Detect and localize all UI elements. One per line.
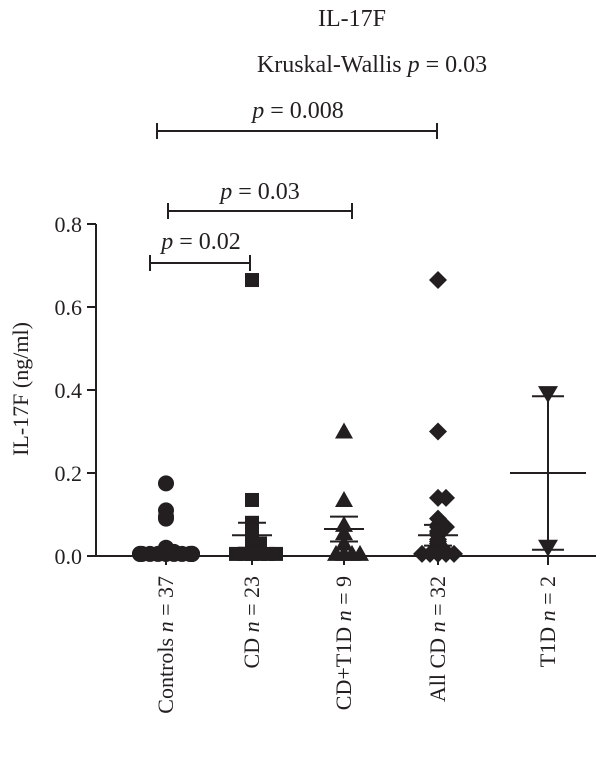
p-value-label: p = 0.008 [250, 98, 344, 124]
point-diamond [437, 488, 455, 507]
point-triangle-down [538, 386, 558, 404]
point-square [269, 546, 283, 561]
y-axis-label: IL-17F (ng/ml) [8, 322, 33, 456]
y-tick-label: 0.0 [55, 544, 83, 569]
point-triangle-up [335, 490, 353, 507]
point-circle [158, 510, 174, 527]
point-triangle-up [327, 544, 345, 561]
point-diamond [445, 544, 463, 563]
category-label: CD+T1D n = 9 [331, 576, 356, 710]
p-value-label: p = 0.02 [159, 229, 241, 255]
point-diamond [429, 422, 447, 441]
y-tick-label: 0.4 [55, 378, 83, 403]
category-label: T1D n = 2 [535, 576, 560, 667]
mean-error-bars [232, 395, 586, 551]
category-label: CD n = 23 [239, 576, 264, 668]
chart-subtitle: Kruskal-Wallis p = 0.03 [257, 52, 487, 78]
point-square [245, 492, 259, 507]
axes: 0.0 0.2 0.4 0.6 0.8 [55, 212, 596, 569]
p-value-label: p = 0.03 [218, 179, 300, 205]
y-tick-label: 0.2 [55, 461, 83, 486]
category-label: All CD n = 32 [425, 576, 450, 702]
point-circle [184, 545, 200, 562]
chart-title: IL-17F [318, 6, 386, 32]
point-square [245, 273, 259, 288]
point-triangle-up [335, 422, 353, 439]
category-label: Controls n = 37 [153, 576, 178, 714]
series-0 [132, 475, 200, 562]
y-tick-label: 0.6 [55, 295, 83, 320]
series-2 [327, 422, 369, 561]
point-diamond [429, 271, 447, 290]
point-circle [158, 475, 174, 492]
significance-brackets: p = 0.008 p = 0.03 p = 0.02 [149, 98, 438, 271]
series-1 [229, 273, 283, 561]
category-labels: Controls n = 37 CD n = 23 CD+T1D n = 9 All … [153, 576, 560, 714]
y-tick-label: 0.8 [55, 212, 83, 237]
point-square [229, 546, 243, 561]
point-diamond [413, 544, 431, 563]
point-triangle-up [351, 544, 369, 561]
series-3 [413, 271, 463, 563]
point-circle [132, 545, 148, 562]
point-triangle-up [335, 534, 353, 551]
